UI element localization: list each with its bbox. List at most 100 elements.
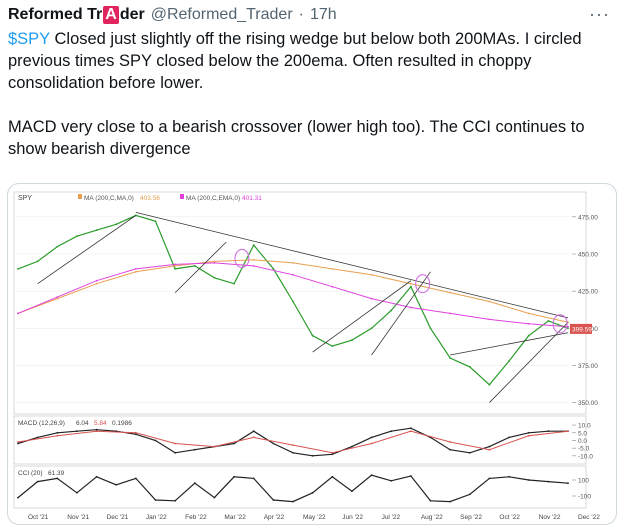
price-point: [213, 262, 216, 264]
annotation-circle: [552, 314, 568, 334]
legend-label: MA (200,C,EMA,0): [186, 195, 240, 202]
macd-point: [527, 434, 530, 437]
chart-title: SPY: [18, 195, 32, 202]
price-point: [410, 306, 412, 309]
macd-point: [252, 430, 255, 433]
price-point: [174, 265, 177, 267]
price-point: [449, 357, 451, 359]
price-point: [76, 235, 78, 238]
price-point: [17, 312, 19, 315]
author-name-badge: A: [103, 6, 119, 24]
macd-y-tick-label: 5.0: [578, 430, 587, 437]
x-tick-label: Mar '22: [224, 514, 246, 521]
macd-point: [508, 436, 510, 439]
macd-y-tick-label: -10.0: [578, 453, 593, 460]
trendline: [312, 280, 412, 353]
price-y-tick-label: 475.00: [578, 214, 598, 221]
annotation-circle: [415, 274, 431, 294]
price-point: [252, 244, 255, 246]
price-point: [527, 334, 530, 337]
tweet-paragraph-1: $SPY Closed just slightly off the rising…: [8, 28, 614, 94]
price-point: [135, 270, 137, 273]
cci-point: [311, 491, 314, 494]
price-point: [527, 312, 530, 315]
price-point: [449, 312, 451, 315]
macd-legend: MACD (12,26,9) 6.04 5.84 0.1986: [18, 420, 132, 427]
x-axis: Oct '21 Nov '21 Dec '21 Jan '22 Feb '22 Mar '…: [28, 514, 600, 521]
tweet-time[interactable]: 17h: [309, 6, 337, 23]
macd-point: [311, 454, 314, 457]
price-point: [351, 339, 353, 342]
macd-point: [410, 430, 412, 433]
cci-point: [213, 496, 216, 499]
price-point: [390, 309, 393, 312]
price-point: [292, 262, 294, 264]
trendline: [371, 271, 431, 356]
cci-point: [429, 499, 432, 502]
price-point: [17, 268, 19, 270]
macd-point: [488, 445, 491, 448]
macd-y-tick-label: 10.0: [578, 423, 591, 430]
price-point: [468, 366, 471, 368]
x-tick-label: Oct '21: [28, 514, 49, 521]
cci-point: [527, 479, 530, 481]
price-point: [429, 327, 432, 330]
macd-point: [252, 436, 255, 439]
price-point: [95, 279, 98, 282]
macd-y-axis: 10.05.00.0-5.0-10.0: [572, 423, 593, 460]
price-gridlines: [16, 216, 570, 403]
macd-panel: [13, 415, 587, 465]
cci-point: [351, 490, 353, 493]
more-horizontal-icon[interactable]: ···: [589, 4, 610, 24]
cci-point: [154, 499, 157, 501]
stock-chart: 475.00450.00425.00400.00375.00350.00399.…: [13, 191, 600, 521]
macd-point: [135, 433, 137, 436]
separator-dot: ·: [298, 6, 304, 23]
chart-image[interactable]: 475.00450.00425.00400.00375.00350.00399.…: [7, 183, 617, 525]
macd-point: [331, 453, 334, 456]
macd-point: [390, 430, 393, 433]
macd-y-tick-label: 0.0: [578, 438, 587, 445]
author-name-prefix: Reformed Tr: [8, 6, 103, 23]
cci-point: [115, 483, 118, 486]
cci-point: [17, 496, 19, 499]
trendline: [450, 332, 569, 356]
price-point: [488, 318, 491, 321]
cci-point: [331, 475, 334, 478]
price-point: [547, 320, 550, 322]
trendline: [37, 215, 137, 285]
last-price-badge: [570, 323, 592, 334]
cci-point: [36, 480, 39, 483]
macd-point: [351, 445, 353, 448]
cci-point: [410, 475, 412, 477]
x-tick-label: Dec '22: [578, 514, 600, 521]
x-tick-label: Apr '22: [264, 514, 285, 521]
macd-point: [193, 448, 196, 451]
macd-point: [174, 451, 177, 454]
cashtag-link[interactable]: $SPY: [8, 30, 50, 48]
cci-point: [567, 482, 569, 485]
cci-panel: [13, 465, 587, 509]
macd-point: [76, 430, 78, 433]
cci-point: [56, 477, 59, 480]
price-point: [410, 285, 412, 288]
cci-point: [390, 479, 393, 482]
cci-point: [252, 477, 255, 480]
price-series: [17, 214, 569, 386]
trendline: [489, 322, 569, 403]
price-point: [331, 285, 334, 288]
cci-point: [193, 482, 196, 485]
macd-title: MACD (12,26,9): [18, 420, 65, 427]
x-tick-label: Nov '21: [67, 514, 89, 521]
macd-point: [488, 448, 491, 451]
price-point: [174, 268, 177, 270]
cci-point: [135, 477, 137, 480]
price-point: [193, 265, 196, 267]
macd-point: [95, 430, 98, 433]
price-y-axis: 475.00450.00425.00400.00375.00350.00399.…: [570, 214, 598, 407]
macd-value: 6.04: [76, 420, 89, 427]
author-handle[interactable]: @Reformed_Trader: [150, 6, 293, 23]
macd-point: [174, 442, 177, 445]
price-point: [292, 273, 294, 276]
